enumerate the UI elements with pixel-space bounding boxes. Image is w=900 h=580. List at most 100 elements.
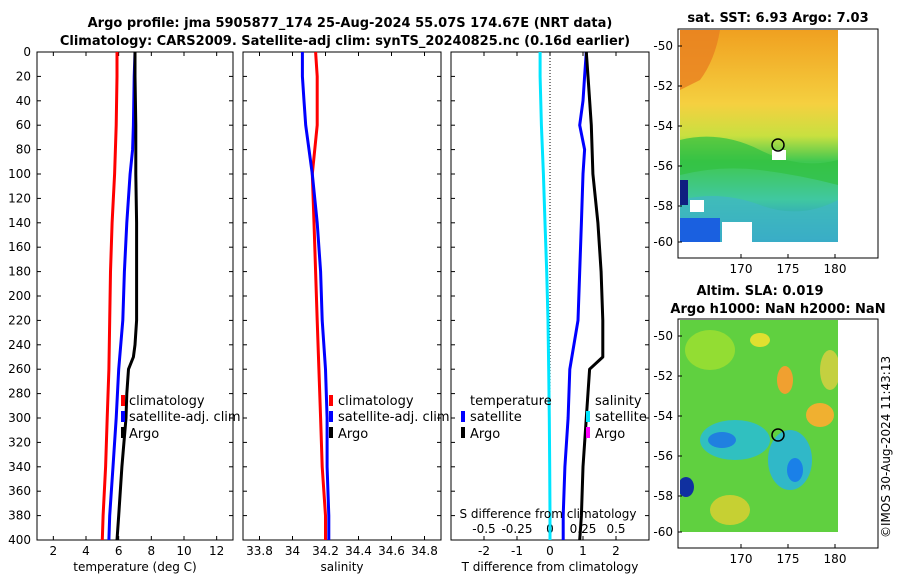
depth-tick-label: 360 <box>8 484 31 498</box>
x-tick-label: 8 <box>148 544 156 558</box>
sla-anomaly <box>685 330 735 370</box>
cloud-gap <box>690 200 704 212</box>
x-tick-label: 34.4 <box>345 544 372 558</box>
depth-tick-label: 340 <box>8 460 31 474</box>
depth-tick-label: 180 <box>8 265 31 279</box>
lon-tick-label: 170 <box>730 552 753 566</box>
series-line-satellite-adj-clim <box>107 51 137 541</box>
x-tick-label: 10 <box>176 544 191 558</box>
series-line-salinity-satellite <box>538 52 552 540</box>
lon-tick-label: 175 <box>777 552 800 566</box>
top-tick-label: 0.25 <box>570 522 597 536</box>
green-band <box>680 136 838 185</box>
depth-tick-label: 240 <box>8 338 31 352</box>
legend-swatch-climatology <box>121 395 125 406</box>
legend-label: satellite <box>595 410 647 425</box>
sla-anomaly <box>680 477 694 497</box>
x-tick-label: -2 <box>478 544 490 558</box>
salinity-x-axis: 33.8 34 34.2 34.4 34.6 34.8 <box>246 52 438 558</box>
sla-map-title2: Argo h1000: NaN h2000: NaN <box>670 302 885 317</box>
x-tick-label: 6 <box>115 544 123 558</box>
lon-tick-label: 170 <box>730 262 753 276</box>
sst-map-image <box>680 30 838 242</box>
difference-series <box>538 51 605 541</box>
legend-title-salinity: salinity <box>595 394 642 409</box>
sla-anomaly <box>806 403 834 427</box>
depth-tick-label: 400 <box>8 533 31 547</box>
lon-tick-label: 180 <box>824 262 847 276</box>
series-line-climatology <box>100 52 119 541</box>
legend-swatch-s-satellite <box>586 411 590 422</box>
lon-tick-label: 180 <box>824 552 847 566</box>
x-tick-label: 1 <box>579 544 587 558</box>
lat-tick-label: -56 <box>653 449 673 463</box>
temperature-series <box>100 51 139 541</box>
legend-swatch-t-satellite <box>461 411 465 422</box>
legend-label: satellite-adj. clim <box>129 410 241 425</box>
x-tick-label: -1 <box>511 544 523 558</box>
lat-tick-label: -58 <box>653 199 673 213</box>
temperature-x-axis: 2 4 6 8 10 12 <box>50 52 224 558</box>
sst-map-axes: -50 -52 -54 -56 -58 -60 170 175 180 <box>653 39 846 276</box>
temperature-legend: climatology satellite-adj. clim Argo <box>121 394 241 442</box>
legend-label: Argo <box>338 427 368 442</box>
depth-tick-label: 120 <box>8 191 31 205</box>
salinity-xlabel: salinity <box>320 560 363 574</box>
depth-tick-label: 260 <box>8 362 31 376</box>
legend-label: climatology <box>338 394 414 409</box>
cloud-gap <box>722 222 752 242</box>
sla-anomaly <box>787 458 803 482</box>
title-line2: Climatology: CARS2009. Satellite-adj cli… <box>60 34 630 49</box>
x-tick-label: 34.6 <box>378 544 405 558</box>
top-tick-label: -0.5 <box>472 522 495 536</box>
sla-map-axes: -50 -52 -54 -56 -58 -60 170 175 180 <box>653 329 846 566</box>
cold-patch <box>680 218 720 242</box>
x-tick-label: 33.8 <box>246 544 273 558</box>
x-tick-label: 34.8 <box>411 544 438 558</box>
depth-tick-label: 220 <box>8 313 31 327</box>
difference-xlabel: T difference from climatology <box>461 560 639 574</box>
legend-swatch-s-argo <box>586 427 590 438</box>
legend-swatch-argo <box>121 427 125 438</box>
depth-tick-label: 380 <box>8 509 31 523</box>
argo-location-marker <box>771 138 785 152</box>
depth-tick-label: 60 <box>16 118 31 132</box>
sla-anomaly <box>708 432 736 448</box>
sla-anomaly <box>710 495 750 525</box>
legend-swatch-satellite <box>121 411 125 422</box>
legend-title-temperature: temperature <box>470 394 552 409</box>
depth-tick-label: 300 <box>8 411 31 425</box>
legend-label: Argo <box>129 427 159 442</box>
top-tick-label: 0.5 <box>606 522 625 536</box>
imos-watermark: ©IMOS 30-Aug-2024 11:43:13 <box>879 356 893 538</box>
depth-axis: 0 20 40 60 80 100 120 140 160 180 200 220 240 260 280 3… <box>8 45 649 547</box>
depth-tick-label: 100 <box>8 167 31 181</box>
temperature-xlabel: temperature (deg C) <box>73 560 196 574</box>
lat-tick-label: -60 <box>653 525 673 539</box>
depth-tick-label: 160 <box>8 240 31 254</box>
series-line-temperature-argo <box>578 51 605 541</box>
lat-tick-label: -54 <box>653 119 673 133</box>
warm-patch <box>680 30 720 90</box>
lat-tick-label: -52 <box>653 79 673 93</box>
series-line-satellite-adj-clim <box>300 52 331 540</box>
x-tick-label: 12 <box>209 544 224 558</box>
difference-legend: temperature satellite Argo salinity sate… <box>461 394 647 442</box>
cold-patch <box>680 180 688 205</box>
lat-tick-label: -52 <box>653 369 673 383</box>
legend-label: Argo <box>595 427 625 442</box>
x-tick-label: 34.2 <box>312 544 339 558</box>
x-tick-label: 34 <box>285 544 300 558</box>
x-tick-label: 2 <box>612 544 620 558</box>
sla-anomaly <box>768 430 812 490</box>
sst-map-title: sat. SST: 6.93 Argo: 7.03 <box>687 11 868 26</box>
legend-label: climatology <box>129 394 205 409</box>
lat-tick-label: -58 <box>653 489 673 503</box>
lon-tick-label: 175 <box>777 262 800 276</box>
legend-swatch-climatology <box>329 395 333 406</box>
depth-tick-label: 280 <box>8 387 31 401</box>
salinity-series <box>300 51 331 540</box>
sla-map-title1: Altim. SLA: 0.019 <box>697 284 824 299</box>
depth-tick-label: 0 <box>23 45 31 59</box>
salinity-panel <box>242 51 442 541</box>
